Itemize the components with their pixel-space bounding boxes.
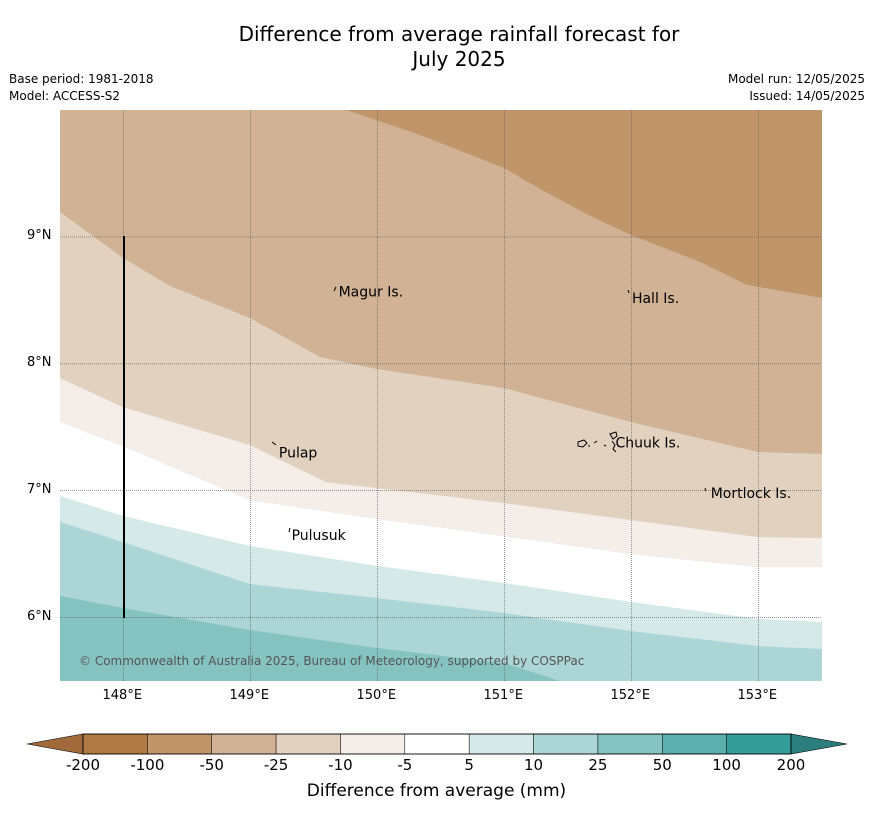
colorbar-tick-label: -100 xyxy=(130,756,165,774)
model-name: Model: ACCESS-S2 xyxy=(9,89,121,103)
graticule xyxy=(60,110,822,681)
band-minus10-to-minus5 xyxy=(60,378,822,567)
latitude-label: 9°N xyxy=(27,227,52,243)
mortlock-island-shape xyxy=(704,487,707,492)
island-marks xyxy=(271,286,707,533)
longitude-label: 150°E xyxy=(356,688,397,703)
latitude-label: 7°N xyxy=(27,481,52,497)
place-label: Hall Is. xyxy=(632,291,679,307)
place-label: Chuuk Is. xyxy=(615,435,680,451)
title-line-2: July 2025 xyxy=(412,47,506,71)
latitude-label: 6°N xyxy=(27,608,52,624)
longitude-label: 151°E xyxy=(483,688,524,703)
rainfall-fields xyxy=(60,110,822,681)
copyright-notice: © Commonwealth of Australia 2025, Bureau… xyxy=(79,654,584,668)
colorbar-tick-label: -25 xyxy=(263,756,289,774)
model-run: Model run: 12/05/2025 xyxy=(727,72,865,86)
colorbar-tick-label: 25 xyxy=(588,756,608,774)
title-line-1: Difference from average rainfall forecas… xyxy=(238,22,680,46)
issued-date: Issued: 14/05/2025 xyxy=(749,89,865,103)
base-period: Base period: 1981-2018 xyxy=(9,72,154,86)
place-labels: Magur Is. Hall Is. Pulap Chuuk Is. Mortlock … xyxy=(279,284,791,544)
pulusuk-island-shape xyxy=(288,527,291,533)
place-label: Pulap xyxy=(279,446,318,462)
band-minus100-to-minus50 xyxy=(346,110,822,298)
meta-right: Model run: 12/05/2025 Issued: 14/05/2025 xyxy=(728,71,865,105)
hall-island-shape xyxy=(627,289,630,294)
longitude-label: 149°E xyxy=(229,688,270,703)
magur-island-shape xyxy=(333,286,337,292)
colorbar-tick-label: -200 xyxy=(65,756,101,774)
pulap-island-shape xyxy=(271,441,277,446)
map-title: Difference from average rainfall forecas… xyxy=(0,22,873,72)
colorbar-tick-label: -5 xyxy=(397,756,413,774)
longitude-label: 152°E xyxy=(610,688,651,703)
longitude-label: 153°E xyxy=(737,688,778,703)
place-label: Pulusuk xyxy=(292,528,347,544)
chuuk-lagoon-shape xyxy=(577,431,618,453)
longitude-label: 148°E xyxy=(102,688,143,703)
colorbar-tick-label: 50 xyxy=(652,756,672,774)
colorbar-tick-label: -10 xyxy=(328,756,353,774)
meta-left: Base period: 1981-2018 Model: ACCESS-S2 xyxy=(9,71,154,105)
colorbar-tick-label: 5 xyxy=(464,756,474,774)
band-25-to-50 xyxy=(60,596,560,681)
place-label: Mortlock Is. xyxy=(711,486,791,502)
place-label: Magur Is. xyxy=(339,284,404,300)
colorbar-tick-label: 100 xyxy=(712,756,741,774)
colorbar-tick-label: 10 xyxy=(523,756,544,774)
colorbar-title: Difference from average (mm) xyxy=(306,781,567,801)
colorbar-tick-label: 200 xyxy=(776,756,806,774)
latitude-label: 8°N xyxy=(27,354,52,370)
colorbar-tick-label: -50 xyxy=(199,756,224,774)
